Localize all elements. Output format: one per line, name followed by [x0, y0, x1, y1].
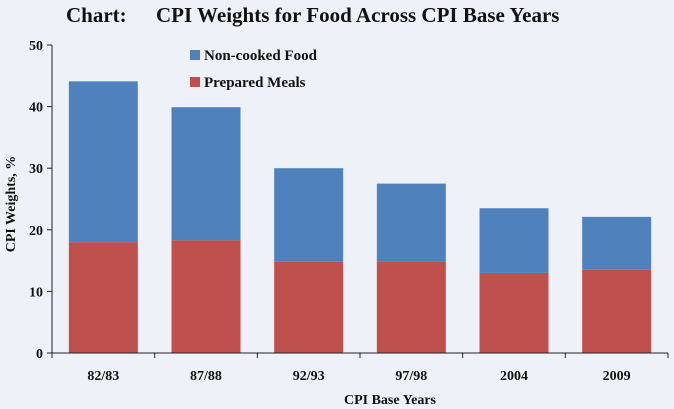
legend-label-non-cooked-food: Non-cooked Food	[204, 48, 318, 64]
legend-swatch-non-cooked-food	[190, 50, 200, 60]
y-tick-label: 40	[29, 101, 43, 116]
y-tick-label: 20	[29, 224, 43, 239]
bar-prepared-meals-87-88	[171, 240, 241, 353]
bar-non-cooked-food-82-83	[68, 81, 138, 243]
x-tick-label: 97/98	[395, 369, 427, 384]
bar-non-cooked-food-2009	[582, 216, 652, 270]
x-tick-label: 92/93	[293, 369, 325, 384]
y-tick-label: 30	[29, 162, 43, 177]
chart-title: Chart: CPI Weights for Food Across CPI B…	[0, 0, 674, 30]
bar-non-cooked-food-2004	[479, 208, 549, 273]
bar-non-cooked-food-92-93	[274, 168, 344, 262]
bar-prepared-meals-82-83	[68, 242, 138, 353]
bar-prepared-meals-2009	[582, 269, 652, 353]
x-tick-label: 82/83	[87, 369, 119, 384]
y-axis-title: CPI Weights, %	[4, 156, 19, 253]
x-tick-label: 2009	[603, 369, 631, 384]
bar-prepared-meals-2004	[479, 272, 549, 353]
chart-title-text: CPI Weights for Food Across CPI Base Yea…	[156, 3, 560, 27]
legend-label-prepared-meals: Prepared Meals	[204, 75, 306, 91]
y-tick-label: 0	[36, 347, 43, 362]
y-tick-label: 50	[29, 39, 43, 54]
chart-title-prefix: Chart:	[66, 3, 127, 27]
bar-prepared-meals-92-93	[274, 261, 344, 353]
x-axis-title: CPI Base Years	[344, 393, 437, 408]
bar-prepared-meals-97-98	[376, 261, 446, 353]
legend-swatch-prepared-meals	[190, 77, 200, 87]
bar-non-cooked-food-97-98	[376, 183, 446, 262]
x-tick-label: 87/88	[190, 369, 222, 384]
y-tick-label: 10	[29, 285, 43, 300]
bar-non-cooked-food-87-88	[171, 107, 241, 241]
x-tick-label: 2004	[500, 369, 528, 384]
